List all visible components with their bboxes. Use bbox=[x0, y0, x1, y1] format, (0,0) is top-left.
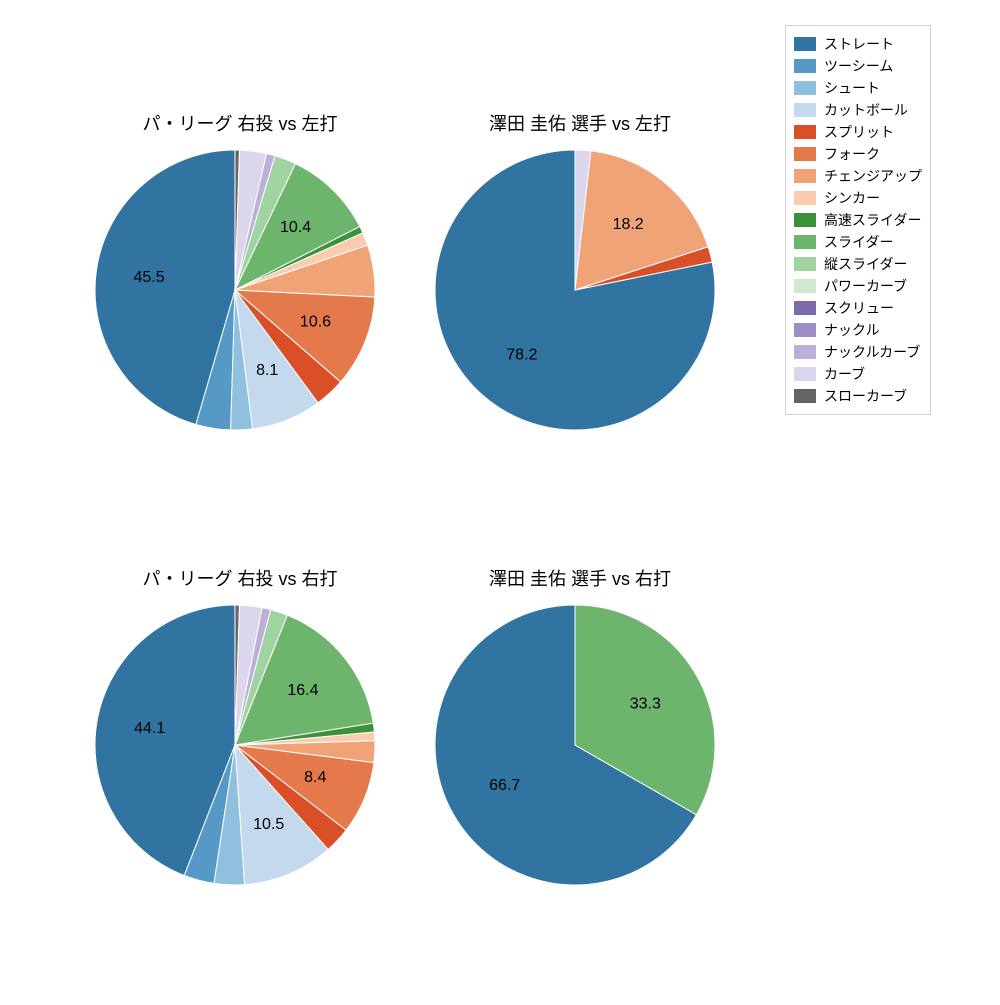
legend-label: ツーシーム bbox=[824, 56, 893, 76]
chart-title: パ・リーグ 右投 vs 右打 bbox=[80, 565, 400, 591]
legend-label: シュート bbox=[824, 78, 880, 98]
slice-label: 10.4 bbox=[280, 219, 311, 236]
slice-label: 78.2 bbox=[506, 346, 537, 363]
legend-label: ストレート bbox=[824, 34, 894, 54]
chart-title: 澤田 圭佑 選手 vs 左打 bbox=[420, 110, 740, 136]
slice-label: 16.4 bbox=[287, 682, 318, 699]
legend-item-powercurve: パワーカーブ bbox=[794, 276, 922, 296]
legend-item-slider: スライダー bbox=[794, 232, 922, 252]
slice-label: 44.1 bbox=[134, 720, 165, 737]
legend-swatch bbox=[794, 59, 816, 73]
legend-item-twoseam: ツーシーム bbox=[794, 56, 922, 76]
legend-swatch bbox=[794, 279, 816, 293]
legend-item-straight: ストレート bbox=[794, 34, 922, 54]
legend-item-curve: カーブ bbox=[794, 364, 922, 384]
chart-title: 澤田 圭佑 選手 vs 右打 bbox=[420, 565, 740, 591]
legend-label: ナックルカーブ bbox=[824, 342, 920, 362]
legend-swatch bbox=[794, 37, 816, 51]
legend-item-slowcurve: スローカーブ bbox=[794, 386, 922, 406]
legend: ストレートツーシームシュートカットボールスプリットフォークチェンジアップシンカー… bbox=[785, 25, 931, 415]
legend-item-knucklecurve: ナックルカーブ bbox=[794, 342, 922, 362]
legend-label: スローカーブ bbox=[824, 386, 907, 406]
legend-label: ナックル bbox=[824, 320, 880, 340]
legend-item-sinker: シンカー bbox=[794, 188, 922, 208]
slice-label: 10.6 bbox=[300, 314, 331, 331]
legend-item-knuckle: ナックル bbox=[794, 320, 922, 340]
legend-swatch bbox=[794, 169, 816, 183]
slice-label: 45.5 bbox=[133, 269, 164, 286]
slice-label: 18.2 bbox=[613, 216, 644, 233]
legend-swatch bbox=[794, 213, 816, 227]
legend-swatch bbox=[794, 147, 816, 161]
slice-label: 33.3 bbox=[630, 696, 661, 713]
legend-swatch bbox=[794, 389, 816, 403]
slice-label: 66.7 bbox=[489, 777, 520, 794]
legend-swatch bbox=[794, 301, 816, 315]
legend-swatch bbox=[794, 103, 816, 117]
legend-swatch bbox=[794, 323, 816, 337]
legend-item-fork: フォーク bbox=[794, 144, 922, 164]
legend-item-screw: スクリュー bbox=[794, 298, 922, 318]
legend-label: スプリット bbox=[824, 122, 894, 142]
slice-label: 8.4 bbox=[304, 769, 326, 786]
legend-label: パワーカーブ bbox=[824, 276, 907, 296]
slice-label: 10.5 bbox=[253, 816, 284, 833]
legend-item-split: スプリット bbox=[794, 122, 922, 142]
legend-item-changeup: チェンジアップ bbox=[794, 166, 922, 186]
legend-label: カットボール bbox=[824, 100, 908, 120]
legend-item-cutball: カットボール bbox=[794, 100, 922, 120]
slice-label: 8.1 bbox=[256, 362, 278, 379]
legend-label: カーブ bbox=[824, 364, 865, 384]
legend-item-hislider: 高速スライダー bbox=[794, 210, 922, 230]
legend-label: チェンジアップ bbox=[824, 166, 922, 186]
legend-item-vslider: 縦スライダー bbox=[794, 254, 922, 274]
legend-label: 高速スライダー bbox=[824, 210, 921, 230]
legend-swatch bbox=[794, 367, 816, 381]
legend-label: シンカー bbox=[824, 188, 880, 208]
legend-swatch bbox=[794, 235, 816, 249]
legend-item-shoot: シュート bbox=[794, 78, 922, 98]
legend-swatch bbox=[794, 257, 816, 271]
legend-swatch bbox=[794, 81, 816, 95]
legend-label: スライダー bbox=[824, 232, 893, 252]
legend-label: 縦スライダー bbox=[824, 254, 907, 274]
legend-swatch bbox=[794, 191, 816, 205]
legend-swatch bbox=[794, 125, 816, 139]
legend-label: フォーク bbox=[824, 144, 880, 164]
chart-title: パ・リーグ 右投 vs 左打 bbox=[80, 110, 400, 136]
legend-swatch bbox=[794, 345, 816, 359]
legend-label: スクリュー bbox=[824, 298, 894, 318]
